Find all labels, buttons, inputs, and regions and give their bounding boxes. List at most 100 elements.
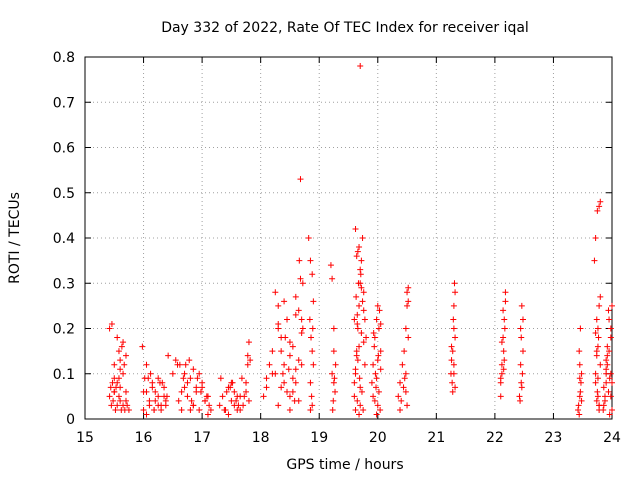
data-point — [281, 379, 288, 386]
data-point — [292, 293, 299, 300]
data-point — [357, 271, 364, 278]
data-point — [109, 379, 116, 386]
data-point — [118, 343, 125, 350]
data-point — [187, 375, 194, 382]
data-point — [405, 284, 412, 291]
y-tick-label: 0.6 — [53, 141, 75, 157]
data-point — [244, 352, 251, 359]
data-point — [377, 348, 384, 355]
data-point — [158, 406, 165, 413]
data-point — [245, 339, 252, 346]
data-point — [517, 397, 524, 404]
data-point — [237, 406, 244, 413]
data-point — [498, 339, 505, 346]
data-point — [604, 352, 611, 359]
data-point — [156, 379, 163, 386]
data-point — [450, 316, 457, 323]
data-point — [266, 361, 273, 368]
data-point — [357, 384, 364, 391]
data-point — [186, 357, 193, 364]
data-point — [451, 280, 458, 287]
data-point — [351, 379, 358, 386]
data-point — [450, 325, 457, 332]
data-point — [115, 348, 122, 355]
data-point — [450, 361, 457, 368]
data-point — [597, 293, 604, 300]
data-point — [357, 266, 364, 273]
data-point — [308, 393, 315, 400]
data-point — [605, 307, 612, 314]
data-point — [269, 348, 276, 355]
data-point — [155, 402, 162, 409]
data-point — [292, 379, 299, 386]
data-point — [194, 375, 201, 382]
data-point — [330, 379, 337, 386]
y-tick-label: 0.2 — [53, 322, 75, 338]
data-point — [145, 375, 152, 382]
data-point — [400, 384, 407, 391]
data-point — [182, 361, 189, 368]
data-point — [519, 348, 526, 355]
data-point — [518, 379, 525, 386]
data-point — [578, 397, 585, 404]
data-point — [517, 361, 524, 368]
data-point — [358, 284, 365, 291]
data-point — [593, 352, 600, 359]
data-point — [260, 393, 267, 400]
data-point — [500, 307, 507, 314]
data-point — [330, 325, 337, 332]
data-point — [357, 402, 364, 409]
data-point — [397, 406, 404, 413]
data-point — [360, 307, 367, 314]
x-tick-label: 22 — [486, 430, 504, 446]
data-point — [238, 375, 245, 382]
data-point — [263, 384, 270, 391]
data-point — [517, 325, 524, 332]
data-point — [575, 406, 582, 413]
data-point — [592, 235, 599, 241]
data-point — [295, 307, 302, 314]
data-point — [204, 393, 211, 400]
data-point — [404, 289, 411, 296]
data-point — [184, 393, 191, 400]
data-point — [450, 370, 457, 377]
data-point — [282, 334, 289, 341]
data-point — [603, 357, 610, 364]
data-point — [197, 388, 204, 395]
data-point — [111, 388, 118, 395]
data-point — [501, 357, 508, 364]
data-point — [401, 348, 408, 355]
data-point — [594, 393, 601, 400]
data-point — [603, 379, 610, 386]
data-point — [576, 375, 583, 382]
data-point — [329, 275, 336, 282]
data-point — [356, 375, 363, 382]
data-point — [354, 248, 361, 255]
data-point — [594, 388, 601, 395]
data-point — [120, 370, 127, 377]
data-point — [275, 402, 282, 409]
data-point — [594, 375, 601, 382]
data-point — [373, 384, 380, 391]
data-point — [600, 406, 607, 413]
data-point — [595, 334, 602, 341]
data-point — [180, 375, 187, 382]
data-point — [500, 366, 507, 373]
data-point — [371, 397, 378, 404]
data-point — [375, 325, 382, 332]
y-tick-label: 0.1 — [53, 367, 75, 383]
data-point — [295, 357, 302, 364]
data-point — [361, 361, 368, 368]
data-point — [331, 375, 338, 382]
x-tick-label: 20 — [369, 430, 387, 446]
data-point — [518, 384, 525, 391]
data-point — [372, 370, 379, 377]
data-point — [368, 379, 375, 386]
data-point — [139, 343, 146, 350]
data-point — [404, 402, 411, 409]
data-point — [359, 235, 366, 241]
data-point — [576, 411, 583, 418]
data-point — [292, 366, 299, 373]
data-point — [374, 357, 381, 364]
